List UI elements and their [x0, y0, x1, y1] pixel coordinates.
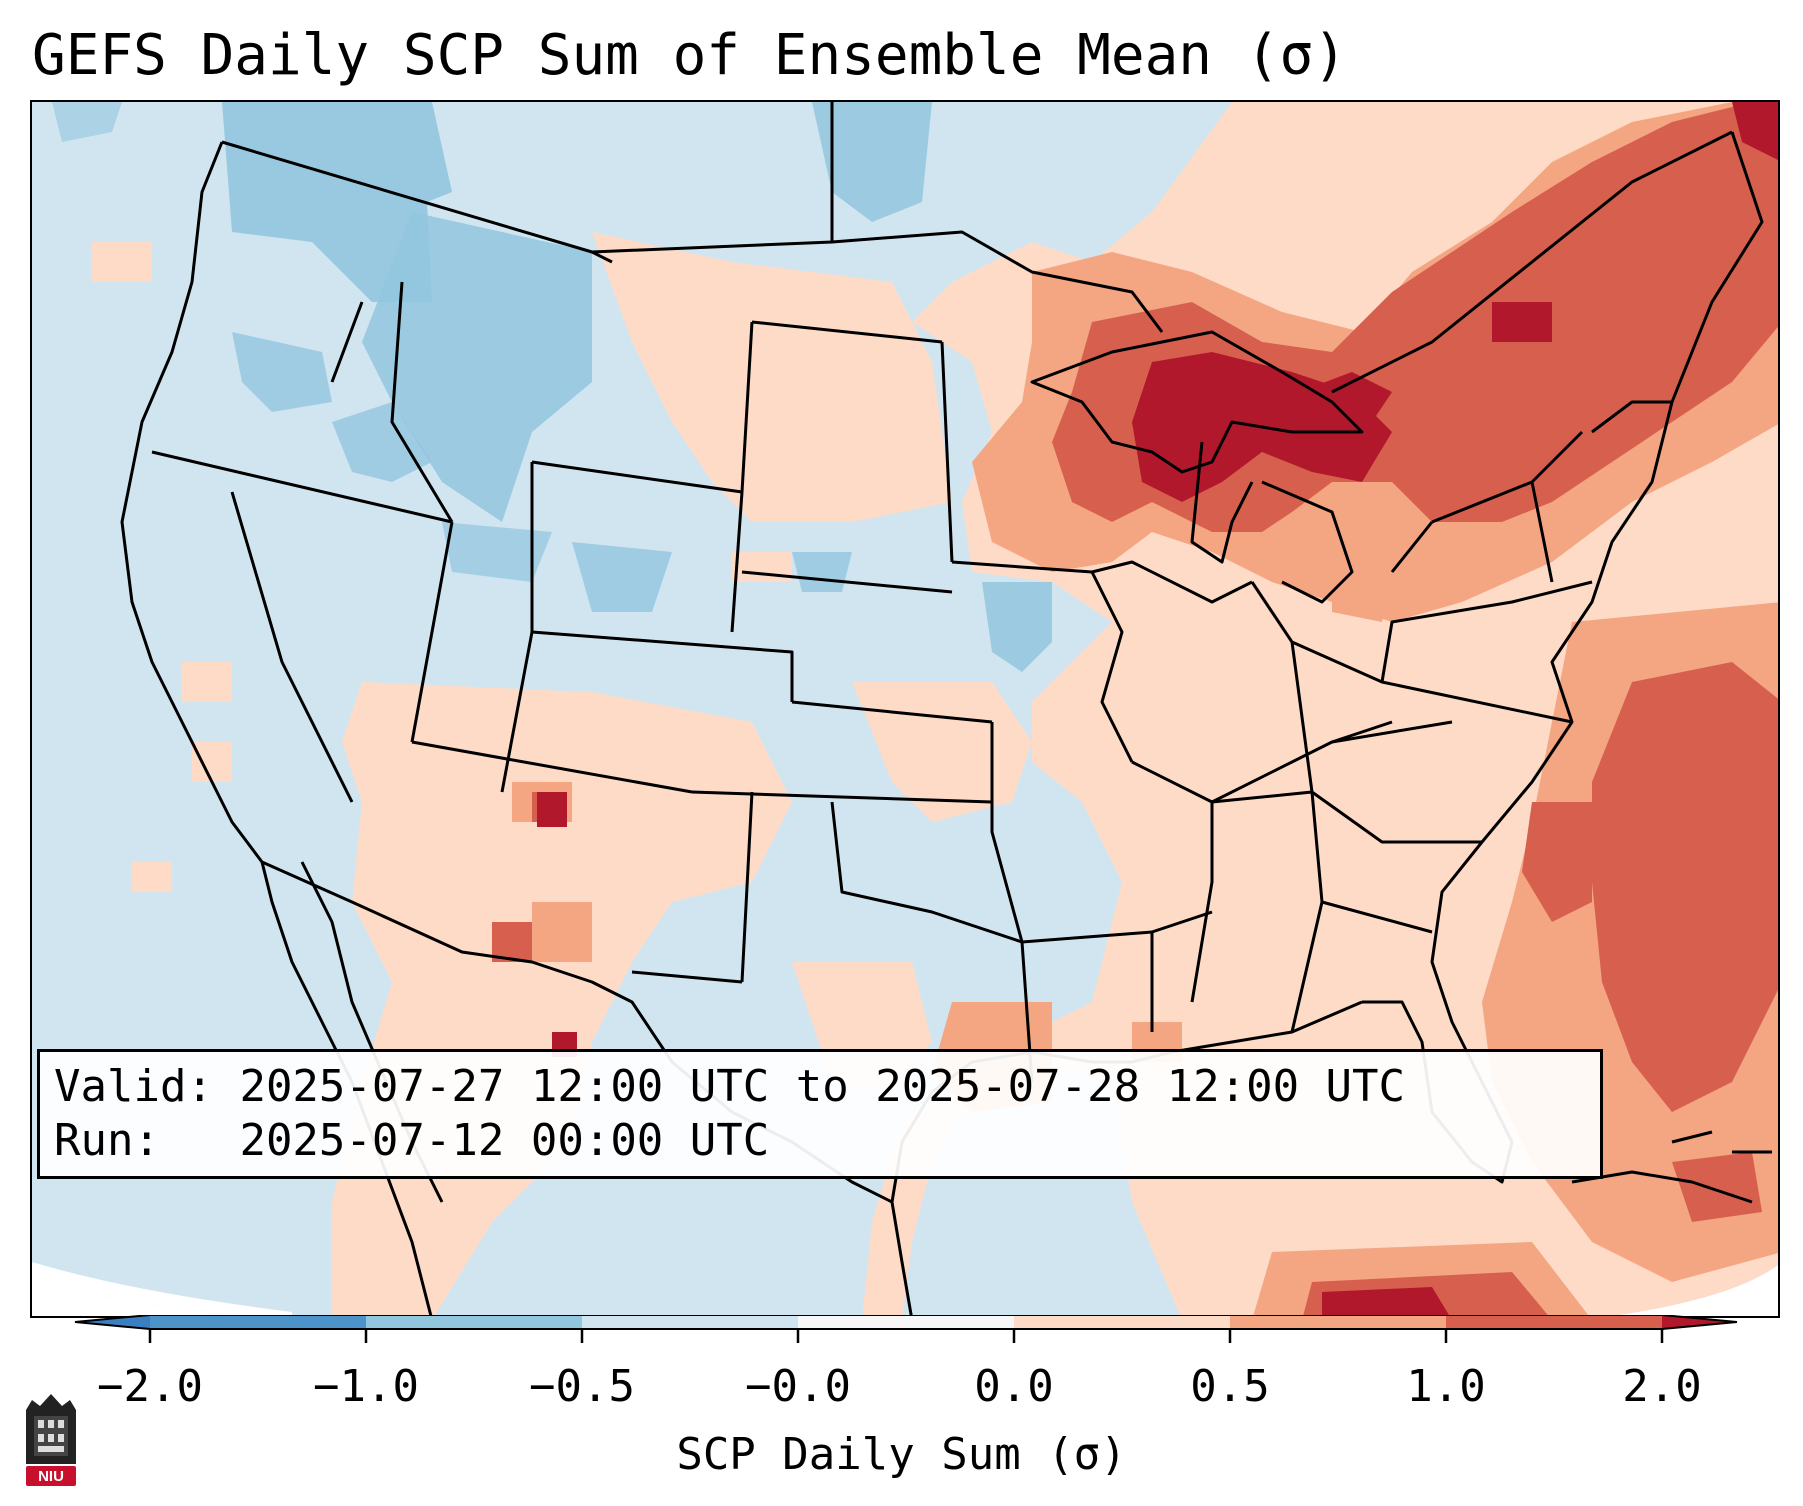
colorbar-bin-5: [1230, 1315, 1446, 1329]
colorbar-bin-6: [1446, 1315, 1662, 1329]
logo-text: NIU: [38, 1468, 64, 1485]
valid-row: Valid: 2025-07-27 12:00 UTC to 2025-07-2…: [54, 1060, 1586, 1114]
colorbar-bin-0: [150, 1315, 366, 1329]
valid-label: Valid:: [54, 1061, 213, 1112]
valid-value: 2025-07-27 12:00 UTC to 2025-07-28 12:00…: [239, 1061, 1406, 1112]
colorbar-tick-label: −0.5: [529, 1361, 635, 1412]
negative-anomaly-northwest: [52, 102, 1052, 672]
colorbar-extend-low: [75, 1315, 150, 1329]
chart-title: GEFS Daily SCP Sum of Ensemble Mean (σ): [32, 23, 1347, 88]
valid-run-info-box: Valid: 2025-07-27 12:00 UTC to 2025-07-2…: [37, 1049, 1603, 1179]
colorbar-extend-high: [1662, 1315, 1737, 1329]
run-value: 2025-07-12 00:00 UTC: [239, 1115, 770, 1166]
colorbar-label: SCP Daily Sum (σ): [676, 1429, 1127, 1480]
colorbar-bin-3: [798, 1315, 1014, 1329]
colorbar-tick-label: 0.5: [1190, 1361, 1270, 1412]
colorbar-tick-label: 0.0: [974, 1361, 1054, 1412]
colorbar: [74, 1315, 1738, 1343]
colorbar-tick-label: −0.0: [745, 1361, 851, 1412]
great-lakes: [1030, 330, 1364, 474]
colorbar-bin-4: [1014, 1315, 1230, 1329]
colorbar-tick-label: 2.0: [1622, 1361, 1702, 1412]
colorbar-tick-label: −1.0: [313, 1361, 419, 1412]
run-row: Run: 2025-07-12 00:00 UTC: [54, 1114, 1586, 1168]
colorbar-bin-2: [582, 1315, 798, 1329]
niu-logo-icon: NIU: [26, 1394, 76, 1486]
colorbar-tick-label: 1.0: [1406, 1361, 1486, 1412]
run-label: Run:: [54, 1115, 160, 1166]
colorbar-tick-label: −2.0: [97, 1361, 203, 1412]
colorbar-bin-1: [366, 1315, 582, 1329]
colorbar-ticks: [148, 1329, 1664, 1343]
